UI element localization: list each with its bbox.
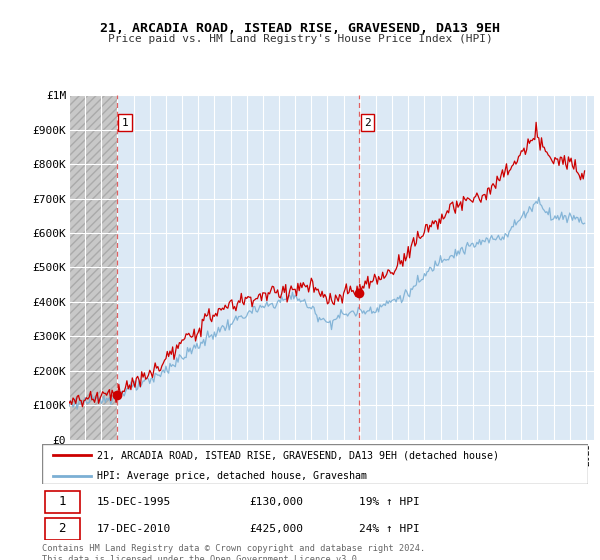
Text: 1: 1 bbox=[58, 495, 66, 508]
Bar bbox=[69, 95, 117, 440]
FancyBboxPatch shape bbox=[42, 444, 588, 484]
Text: 17-DEC-2010: 17-DEC-2010 bbox=[97, 524, 171, 534]
Text: 21, ARCADIA ROAD, ISTEAD RISE, GRAVESEND, DA13 9EH (detached house): 21, ARCADIA ROAD, ISTEAD RISE, GRAVESEND… bbox=[97, 450, 499, 460]
Text: £425,000: £425,000 bbox=[250, 524, 304, 534]
Text: 2: 2 bbox=[364, 118, 371, 128]
Text: £130,000: £130,000 bbox=[250, 497, 304, 507]
Text: 21, ARCADIA ROAD, ISTEAD RISE, GRAVESEND, DA13 9EH: 21, ARCADIA ROAD, ISTEAD RISE, GRAVESEND… bbox=[100, 22, 500, 35]
FancyBboxPatch shape bbox=[45, 518, 80, 540]
Text: HPI: Average price, detached house, Gravesham: HPI: Average price, detached house, Grav… bbox=[97, 470, 367, 480]
Text: 1: 1 bbox=[122, 118, 128, 128]
Text: Price paid vs. HM Land Registry's House Price Index (HPI): Price paid vs. HM Land Registry's House … bbox=[107, 34, 493, 44]
FancyBboxPatch shape bbox=[45, 491, 80, 514]
Text: Contains HM Land Registry data © Crown copyright and database right 2024.
This d: Contains HM Land Registry data © Crown c… bbox=[42, 544, 425, 560]
Text: 19% ↑ HPI: 19% ↑ HPI bbox=[359, 497, 419, 507]
Text: 2: 2 bbox=[58, 522, 66, 535]
Text: 15-DEC-1995: 15-DEC-1995 bbox=[97, 497, 171, 507]
Text: 24% ↑ HPI: 24% ↑ HPI bbox=[359, 524, 419, 534]
